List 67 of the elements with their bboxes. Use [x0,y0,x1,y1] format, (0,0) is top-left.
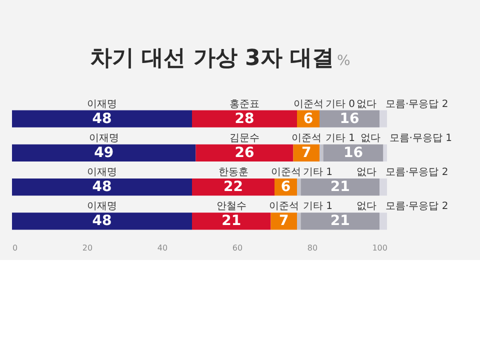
text: 없다 [360,132,380,144]
bar [383,144,387,162]
text: 이준석 [268,201,299,212]
text: 이준석 [270,167,301,178]
text: 모름·무응답 2 [386,98,448,110]
bar [297,212,301,230]
annotation: 한동훈 [218,167,248,178]
series-label: 없다 [356,167,376,178]
bar [380,110,387,128]
text: 기타 0 [326,98,356,110]
text: 기타 1 [326,132,356,144]
data-label: 48 [92,213,112,230]
series-label: 이재명 [87,167,117,178]
data-label: 16 [340,110,360,127]
bar [300,212,380,230]
data-label: 6 [280,179,291,196]
bar [192,212,271,230]
x-tick-label: 20 [82,244,93,252]
text: 모름·무응답 2 [386,201,448,212]
data-label: 7 [302,144,312,161]
bar [320,144,324,162]
bar [12,144,196,162]
x-tick-label: 60 [232,244,243,252]
bar [297,178,301,196]
data-label: 21 [222,213,242,230]
series-label: 이준석 [291,132,322,144]
x-tick-label: 100 [372,244,388,252]
x-tick-label: 0 [12,244,18,252]
data-label: 48 [92,179,112,196]
text: 모름·무응답 2 [386,167,448,178]
annotation: 안철수 [216,201,246,212]
bar [300,178,380,196]
text: 기타 1 [303,201,333,212]
data-label: 21 [330,179,350,196]
data-label: 6 [303,110,314,127]
text: 이재명 [87,98,117,110]
text: 없다 [356,201,376,212]
bar [12,110,192,128]
data-label: 21 [330,213,350,230]
text: 기타 1 [303,167,333,178]
bar [196,144,294,162]
chart-subtitle: % [337,53,350,69]
data-label: 26 [234,144,254,161]
data-label: 48 [92,110,112,127]
text: 이재명 [87,201,117,212]
text: 이준석 [293,98,324,110]
data-label: 16 [344,144,363,161]
data-label: 22 [224,179,243,196]
bar [380,178,387,196]
x-tick-label: 40 [157,244,168,252]
text: 없다 [356,98,376,110]
bar [192,110,297,128]
data-label: 49 [94,144,114,161]
bar [270,212,297,230]
data-label: 28 [234,110,254,127]
chart-title: 차기 대선 가상 3자 대결 [90,46,334,71]
annotation: 김문수 [230,132,260,144]
annotation: 홍준표 [230,98,260,110]
bar [192,178,274,196]
data-label: 7 [279,213,289,230]
text: 이재명 [88,132,119,144]
x-tick-label: 80 [307,244,318,252]
bar [380,212,387,230]
text: 모름·무응답 1 [389,132,452,144]
bar [12,178,192,196]
bar [320,110,380,128]
bar [12,212,192,230]
